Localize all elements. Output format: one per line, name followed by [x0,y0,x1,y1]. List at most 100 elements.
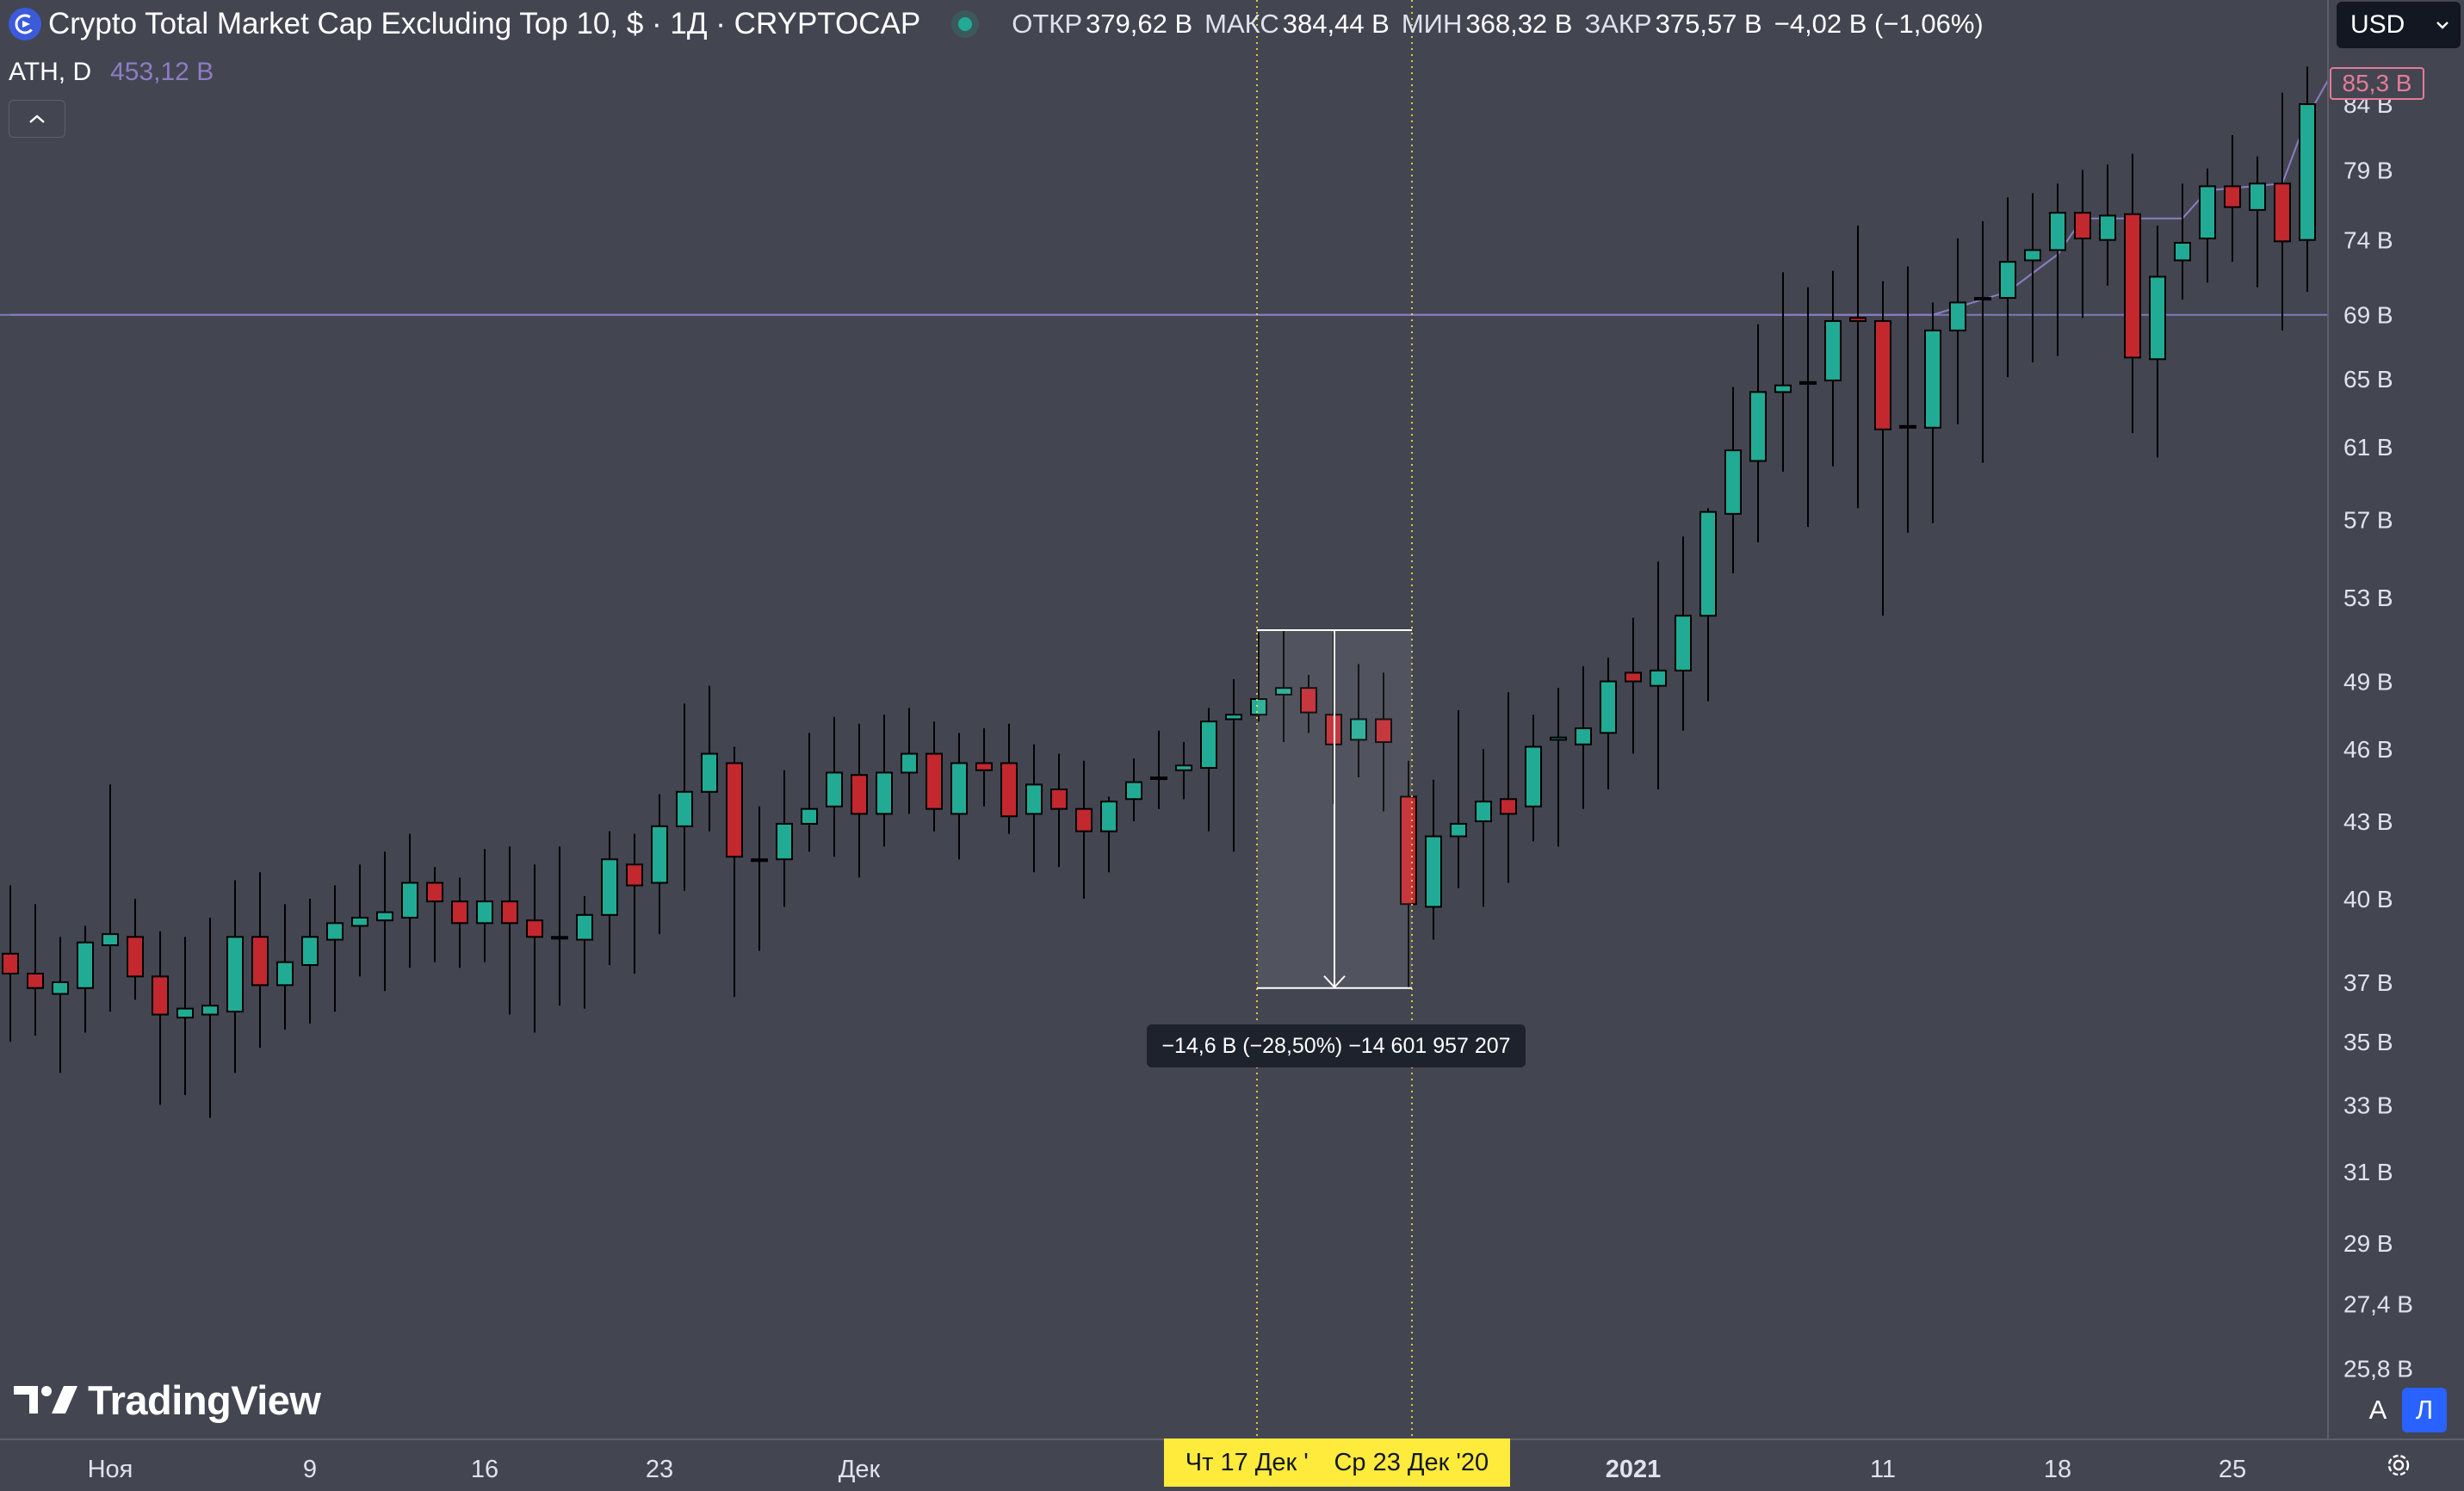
candle[interactable] [401,833,418,968]
candle[interactable] [1075,760,1093,900]
candle[interactable] [426,867,443,962]
candle[interactable] [1824,270,1842,467]
candle[interactable] [1300,674,1317,733]
market-status-icon[interactable] [958,17,973,31]
candle[interactable] [1650,561,1667,789]
cryptocap-logo-icon[interactable] [9,8,41,40]
candle[interactable] [1025,744,1043,873]
candle[interactable] [1874,281,1891,616]
chart-settings-button[interactable] [2380,1446,2418,1484]
candle[interactable] [1100,796,1117,873]
candle[interactable] [1675,536,1692,731]
candle[interactable] [626,833,643,974]
candle[interactable] [2149,225,2166,458]
candle[interactable] [102,784,119,1012]
candle[interactable] [851,723,868,878]
candle[interactable] [1125,758,1142,822]
candle[interactable] [1475,749,1492,907]
candle[interactable] [801,733,818,852]
candle[interactable] [1225,679,1242,852]
candle[interactable] [1625,617,1642,754]
candle[interactable] [1550,688,1567,847]
candle[interactable] [776,770,793,907]
candle[interactable] [2124,153,2141,433]
candle[interactable] [975,728,993,807]
tradingview-watermark[interactable]: TradingView [12,1374,321,1426]
candle[interactable] [1600,657,1617,789]
candle[interactable] [526,864,543,1033]
candle[interactable] [826,716,843,857]
candle[interactable] [2299,66,2316,292]
candle[interactable] [27,904,44,1036]
candle[interactable] [1275,630,1292,743]
candle[interactable] [950,733,968,860]
candle[interactable] [176,937,194,1096]
candle[interactable] [1350,664,1367,778]
log-scale-button[interactable]: Л [2402,1388,2447,1432]
candle[interactable] [601,831,618,965]
candle[interactable] [1924,302,1941,523]
candle[interactable] [501,846,518,1015]
candle[interactable] [451,877,468,968]
candle[interactable] [876,715,893,847]
candle[interactable] [1749,324,1767,542]
candle[interactable] [1150,730,1167,809]
candle[interactable] [651,794,668,935]
candle[interactable] [2099,164,2116,286]
candle[interactable] [1724,387,1742,574]
candle[interactable] [1050,753,1068,868]
candle[interactable] [2224,135,2241,263]
candle[interactable] [2199,168,2216,283]
candle[interactable] [576,895,593,1009]
candle[interactable] [1000,723,1018,834]
indicator-name[interactable]: ATH, D [9,58,92,86]
candle[interactable] [1849,225,1867,509]
candle[interactable] [1774,272,1792,472]
candle[interactable] [1899,266,1916,533]
candle[interactable] [1974,221,1991,463]
collapse-legend-button[interactable] [9,100,65,138]
candle[interactable] [726,746,743,997]
candle[interactable] [127,899,144,1000]
candle[interactable] [52,937,69,1073]
candle[interactable] [2024,193,2041,363]
candle[interactable] [301,899,319,1024]
candle[interactable] [1999,197,2016,378]
candle[interactable] [2,885,19,1042]
candle[interactable] [676,703,693,891]
candle[interactable] [1500,692,1517,883]
candle[interactable] [226,880,244,1073]
candle[interactable] [77,925,94,1033]
candle[interactable] [2174,183,2191,300]
candle[interactable] [351,864,368,977]
auto-scale-button[interactable]: A [2368,1395,2387,1425]
candle[interactable] [152,931,169,1105]
candle[interactable] [326,885,344,1012]
candle[interactable] [251,872,269,1049]
candle[interactable] [701,685,718,832]
indicator-legend[interactable]: ATH, D 453,12 B [9,55,214,90]
currency-select[interactable]: USD [2337,2,2461,48]
candle[interactable] [1200,708,1217,832]
candle[interactable] [201,917,219,1118]
candle[interactable] [1575,665,1592,809]
candle[interactable] [376,851,393,992]
candle[interactable] [1250,632,1267,722]
candle[interactable] [2274,92,2291,331]
candle[interactable] [1450,709,1467,888]
candle[interactable] [551,846,568,1006]
candle[interactable] [476,849,493,962]
candle[interactable] [1425,779,1442,940]
candle[interactable] [901,708,918,814]
candle[interactable] [1375,672,1392,812]
candle[interactable] [1949,238,1966,424]
candle[interactable] [751,806,768,951]
candle[interactable] [2049,183,2066,356]
candle[interactable] [926,721,943,832]
candle[interactable] [1799,287,1817,528]
candle[interactable] [1525,715,1542,842]
candle[interactable] [1400,760,1417,988]
symbol-title[interactable]: Crypto Total Market Cap Excluding Top 10… [48,7,921,40]
